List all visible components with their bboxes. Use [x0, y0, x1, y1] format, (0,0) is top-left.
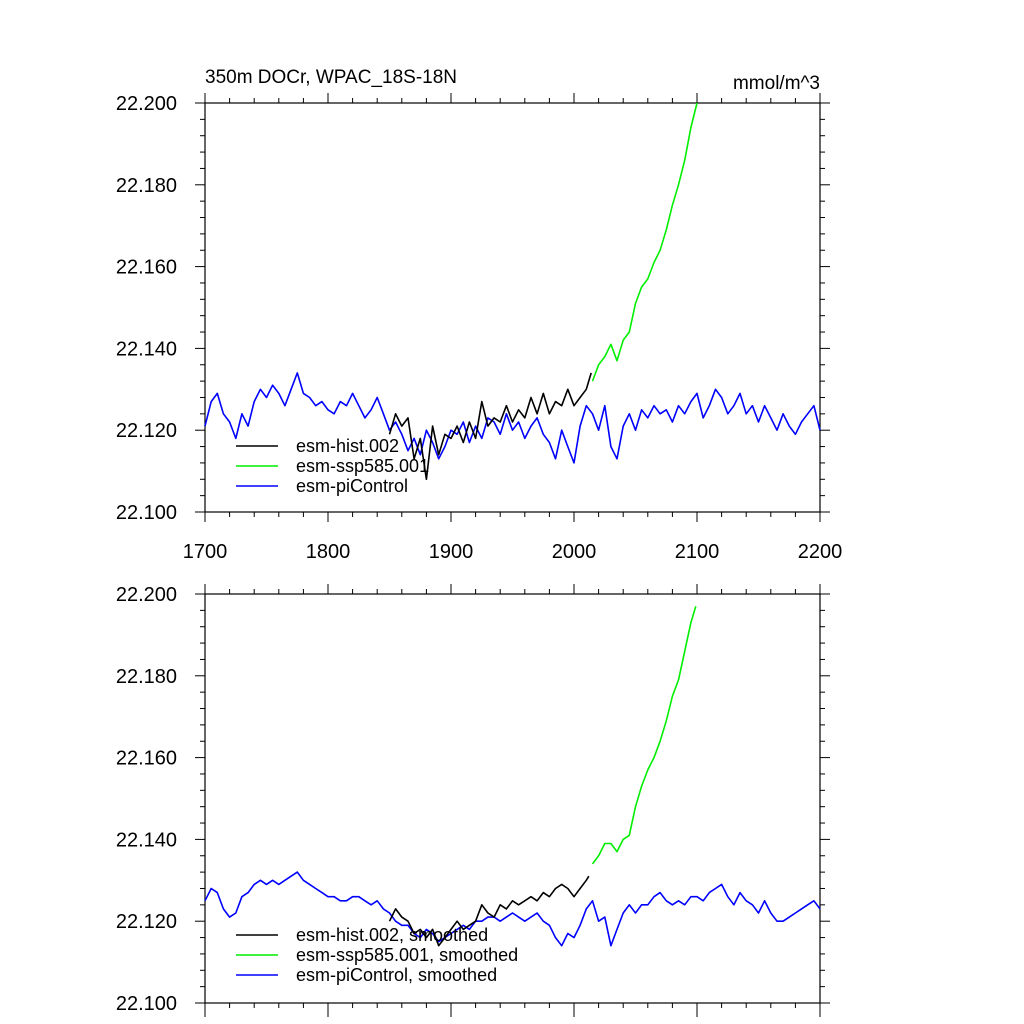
x-tick-label: 2100: [675, 541, 720, 563]
y-tick-label: 22.140: [116, 338, 177, 360]
y-tick-label: 22.200: [116, 584, 177, 606]
y-tick-label: 22.180: [116, 666, 177, 688]
legend-label: esm-piControl: [296, 476, 408, 496]
x-tick-label: 2000: [552, 541, 597, 563]
x-tick-label: 2200: [798, 541, 843, 563]
series-line-esm-picontrol: [204, 372, 821, 464]
legend-label: esm-hist.002, smoothed: [296, 925, 488, 945]
legend-label: esm-piControl, smoothed: [296, 965, 497, 985]
plot-frame: [204, 593, 821, 1004]
series-line-esm-ssp585-001: [591, 102, 698, 382]
legend-label: esm-ssp585.001: [296, 456, 429, 476]
x-tick-label: 1700: [183, 541, 228, 563]
x-tick-label: 1900: [429, 541, 474, 563]
y-tick-label: 22.120: [116, 420, 177, 442]
series-line-esm-picontrol-smoothed: [204, 871, 821, 947]
y-tick-label: 22.160: [116, 748, 177, 770]
y-tick-label: 22.200: [116, 93, 177, 115]
units-label: mmol/m^3: [733, 73, 820, 94]
y-tick-label: 22.180: [116, 175, 177, 197]
x-tick-label: 1800: [306, 541, 351, 563]
y-tick-label: 22.100: [116, 502, 177, 524]
y-tick-label: 22.140: [116, 829, 177, 851]
legend-label: esm-hist.002: [296, 436, 399, 456]
chart-panel-1: 22.100 22.120 22.140 22.160 22.180 22.200 1700…: [116, 67, 842, 563]
series-line-esm-hist-002: [388, 372, 592, 481]
chart-title: 350m DOCr, WPAC_18S-18N: [205, 67, 457, 88]
y-tick-label: 22.100: [116, 993, 177, 1015]
legend-label: esm-ssp585.001, smoothed: [296, 945, 518, 965]
series-line-esm-ssp585-001-smoothed: [591, 606, 697, 865]
y-tick-label: 22.160: [116, 257, 177, 279]
y-tick-label: 22.120: [116, 911, 177, 933]
chart-panel-2: 22.100 22.120 22.140 22.160 22.180 22.200 esm-…: [116, 584, 830, 1017]
series-line-esm-hist-002-smoothed: [388, 875, 590, 947]
plot-frame: [204, 102, 821, 513]
